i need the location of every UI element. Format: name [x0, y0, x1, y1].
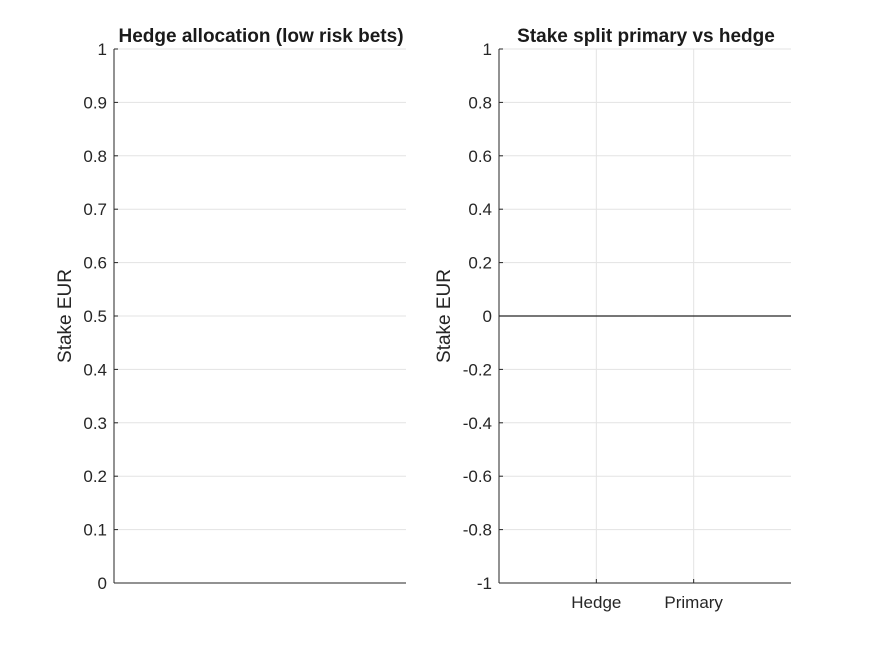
y-tick-label: 0.7 [83, 200, 107, 219]
chart-stake-split: Stake split primary vs hedge Stake EUR -… [434, 26, 791, 612]
y-tick-label: 0.4 [83, 360, 107, 379]
y-tick-label: 0.2 [83, 467, 107, 486]
y-tick-label: 0.6 [83, 254, 107, 273]
y-tick-label: 0.3 [83, 414, 107, 433]
x-tick-label: Primary [664, 593, 723, 612]
y-tick-label: 0.5 [83, 307, 107, 326]
y-tick-label: 0.6 [468, 147, 492, 166]
y-tick-label: 0 [483, 307, 492, 326]
y-tick-label: 0.1 [83, 521, 107, 540]
y-axis-label: Stake EUR [434, 269, 455, 363]
chart-hedge-allocation: Hedge allocation (low risk bets) Stake E… [55, 26, 406, 593]
y-tick-label: 1 [98, 40, 107, 59]
y-tick-label: -0.2 [463, 360, 492, 379]
y-tick-label: 1 [483, 40, 492, 59]
grid-layer [114, 48, 406, 531]
chart-title: Hedge allocation (low risk bets) [118, 26, 403, 47]
y-tick-label: -0.4 [463, 414, 492, 433]
y-tick-label: 0.9 [83, 93, 107, 112]
y-tick-label: -1 [477, 574, 492, 593]
chart-title: Stake split primary vs hedge [517, 26, 775, 47]
grid-layer [499, 48, 791, 583]
y-tick-label: 0.8 [468, 93, 492, 112]
y-tick-label: 0 [98, 574, 107, 593]
y-tick-label: -0.8 [463, 521, 492, 540]
axes-layer: 0 0.1 0.2 0.3 0.4 0.5 0.6 0.7 0.8 0.9 1 [83, 40, 406, 593]
y-tick-label: 0.4 [468, 200, 492, 219]
y-axis-label: Stake EUR [55, 269, 76, 363]
y-tick-label: 0.2 [468, 254, 492, 273]
axes-layer: -1 -0.8 -0.6 -0.4 -0.2 0 0.2 0.4 0.6 0.8 1 Hedge Pri… [463, 40, 791, 612]
y-tick-label: 0.8 [83, 147, 107, 166]
x-tick-label: Hedge [571, 593, 621, 612]
y-tick-label: -0.6 [463, 467, 492, 486]
